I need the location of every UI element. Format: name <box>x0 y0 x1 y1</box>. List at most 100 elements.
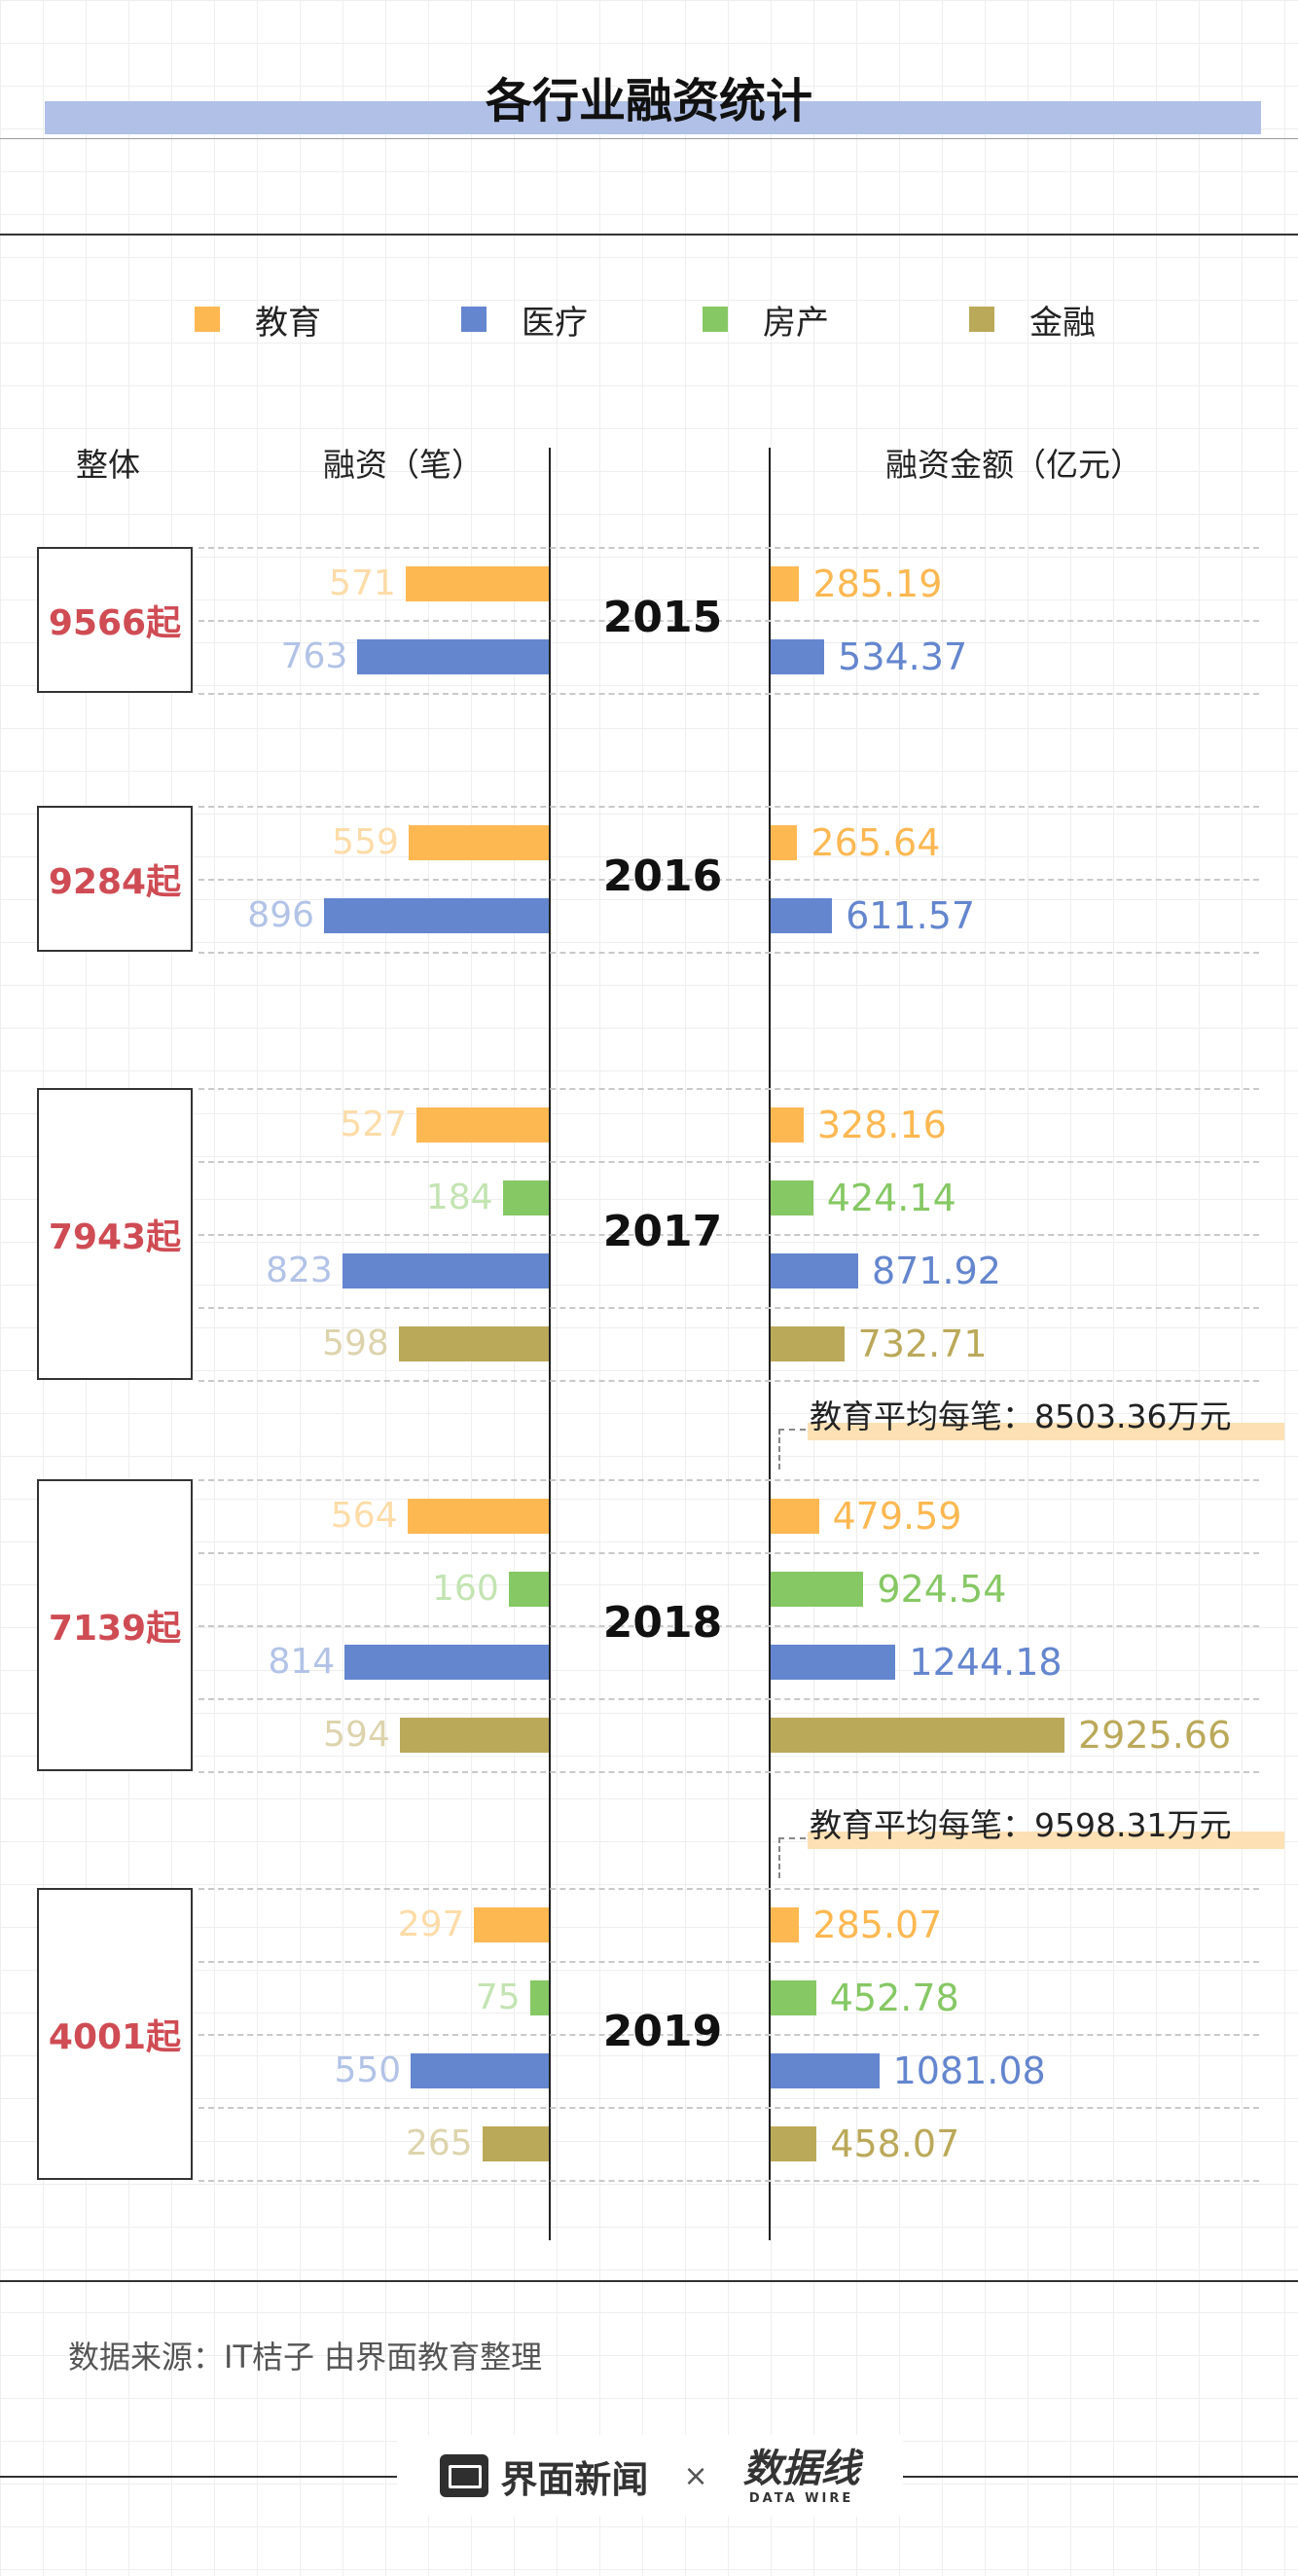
row-separator <box>198 952 1259 954</box>
legend-label-realestate: 房产 <box>763 303 829 343</box>
count-label: 297 <box>397 1904 465 1944</box>
amount-bar <box>771 638 825 674</box>
amount-label: 458.07 <box>830 2122 960 2165</box>
note-connector <box>778 1837 806 1878</box>
count-bar <box>398 1325 549 1361</box>
total-box-2017: 7943起 <box>37 1088 193 1380</box>
row-separator <box>198 1307 1259 1309</box>
amount-bar <box>771 565 800 601</box>
total-value: 7943起 <box>48 1217 182 1257</box>
amount-label: 1081.08 <box>892 2049 1046 2092</box>
education-average-note: 教育平均每笔：8503.36万元 <box>810 1397 1232 1435</box>
amount-label: 265.64 <box>811 820 941 864</box>
note-highlight <box>808 1832 1284 1849</box>
row-separator <box>198 1088 1259 1090</box>
total-value: 9566起 <box>48 603 182 643</box>
count-label: 160 <box>432 1568 499 1609</box>
year-label-2019: 2019 <box>602 2007 723 2056</box>
amount-label: 1244.18 <box>909 1640 1063 1684</box>
row-separator <box>198 2034 1259 2036</box>
legend-swatch-realestate <box>703 307 728 332</box>
count-bar <box>344 1644 549 1680</box>
total-box-2018: 7139起 <box>37 1479 193 1771</box>
header-rule <box>0 234 1298 236</box>
amount-bar <box>771 1107 804 1143</box>
brand-separator: × <box>683 2458 708 2493</box>
amount-bar <box>771 897 833 933</box>
footer-brand: 界面新闻 × 数据线 DATA WIRE <box>397 2435 903 2517</box>
amount-bar <box>771 1644 896 1680</box>
amount-label: 452.78 <box>829 1976 959 2019</box>
count-label: 75 <box>475 1977 521 2017</box>
row-separator <box>198 1888 1259 1890</box>
row-separator <box>198 547 1259 549</box>
total-value: 4001起 <box>48 2017 182 2057</box>
legend-swatch-finance <box>969 307 994 332</box>
amount-label: 424.14 <box>826 1176 956 1219</box>
count-label: 564 <box>330 1495 398 1536</box>
title-underline <box>0 138 1298 139</box>
count-label: 571 <box>329 562 396 603</box>
total-box-2019: 4001起 <box>37 1888 193 2180</box>
year-label-2018: 2018 <box>602 1598 723 1648</box>
amount-bar <box>771 1906 800 1942</box>
amount-label: 924.54 <box>877 1567 1007 1611</box>
footer-rule <box>0 2280 1298 2282</box>
row-separator <box>198 620 1259 622</box>
amount-label: 732.71 <box>857 1322 988 1365</box>
row-separator <box>198 2107 1259 2109</box>
legend-item-finance: 金融 <box>969 292 1096 346</box>
header-count: 融资（笔） <box>323 446 484 484</box>
total-box-2015: 9566起 <box>37 547 193 693</box>
education-average-note: 教育平均每笔：9598.31万元 <box>810 1806 1232 1844</box>
amount-bar <box>771 2125 817 2161</box>
legend-item-education: 教育 <box>195 292 321 346</box>
count-label: 559 <box>332 821 399 862</box>
count-axis-line <box>549 448 551 2240</box>
row-separator <box>198 1698 1259 1700</box>
note-highlight <box>808 1423 1284 1440</box>
amount-label: 285.19 <box>812 562 943 605</box>
count-label: 763 <box>280 635 348 676</box>
count-label: 896 <box>247 894 315 935</box>
count-bar <box>411 2052 549 2088</box>
amount-label: 285.07 <box>812 1903 943 1946</box>
count-label: 598 <box>322 1323 389 1363</box>
total-box-2016: 9284起 <box>37 806 193 952</box>
year-label-2015: 2015 <box>602 593 723 642</box>
partner-logo-cn: 数据线 <box>742 2446 860 2491</box>
amount-label: 479.59 <box>832 1494 962 1538</box>
amount-bar <box>771 1252 858 1288</box>
total-value: 7139起 <box>48 1609 182 1649</box>
partner-logo: 数据线 DATA WIRE <box>743 2447 860 2506</box>
count-bar <box>508 1571 549 1607</box>
note-connector <box>778 1429 806 1469</box>
count-bar <box>324 897 549 933</box>
title-band <box>45 101 1261 134</box>
amount-bar <box>771 1498 819 1534</box>
count-label: 550 <box>334 2050 402 2090</box>
count-bar <box>407 1498 549 1534</box>
source-note: 数据来源：IT桔子 由界面教育整理 <box>68 2339 543 2376</box>
row-separator <box>198 806 1259 808</box>
count-label: 527 <box>340 1104 408 1144</box>
row-separator <box>198 693 1259 695</box>
amount-bar <box>771 824 798 860</box>
row-separator <box>198 1380 1259 1382</box>
legend-item-realestate: 房产 <box>703 292 829 346</box>
count-label: 265 <box>405 2122 473 2163</box>
count-bar <box>416 1107 549 1143</box>
legend-swatch-medical <box>461 307 487 332</box>
legend-label-education: 教育 <box>255 303 321 343</box>
legend-label-medical: 医疗 <box>522 303 588 343</box>
row-separator <box>198 1552 1259 1554</box>
amount-bar <box>771 1571 864 1607</box>
count-bar <box>342 1252 549 1288</box>
row-separator <box>198 1479 1259 1481</box>
year-label-2016: 2016 <box>602 852 723 901</box>
legend-label-finance: 金融 <box>1029 303 1096 343</box>
count-bar <box>502 1179 549 1215</box>
row-separator <box>198 1234 1259 1236</box>
count-bar <box>529 1979 549 2015</box>
row-separator <box>198 1161 1259 1163</box>
